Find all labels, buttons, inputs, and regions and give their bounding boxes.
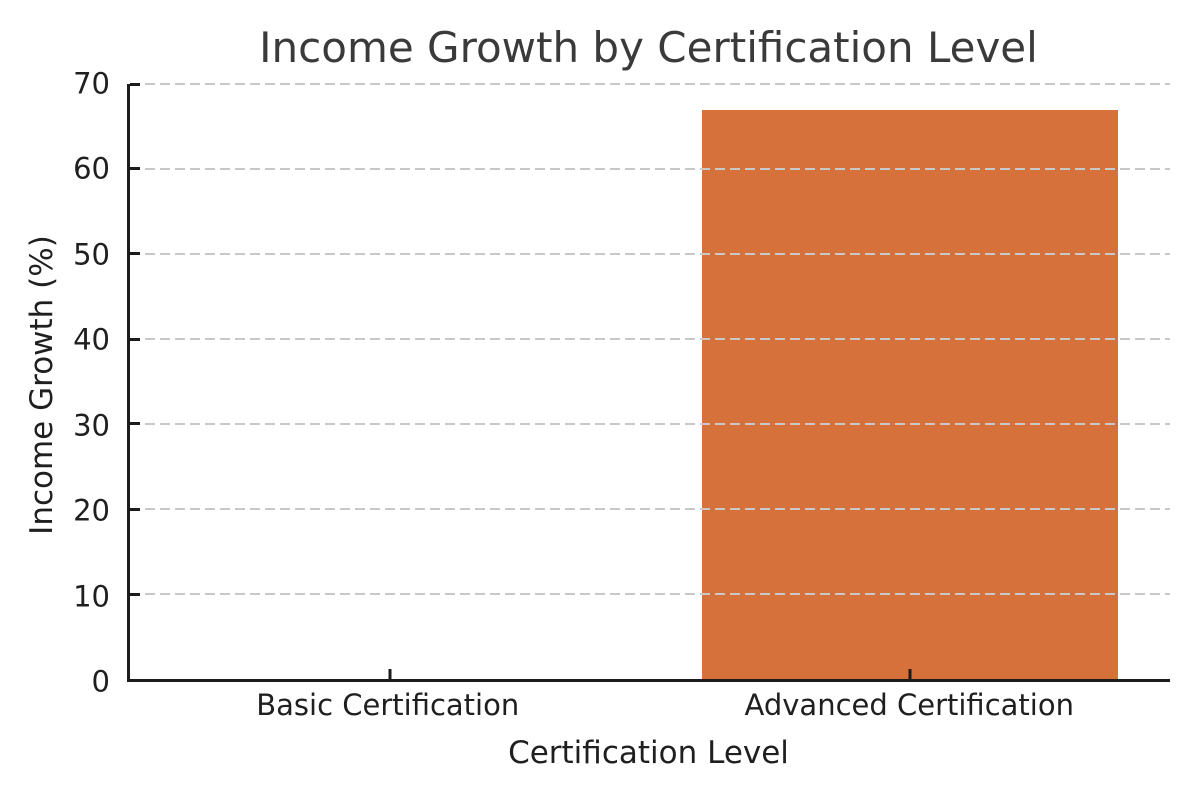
gridline-y-50 [130,252,1170,255]
y-tick-label: 10 [73,579,110,614]
x-axis-label: Certification Level [508,735,789,771]
chart-title: Income Growth by Certification Level [259,23,1038,72]
gridline-y-40 [130,338,1170,340]
x-tick-label: Advanced Certification [744,688,1074,722]
x-tick-labels: Basic Certification Advanced Certificatio… [127,688,1170,730]
y-tick-labels: 0 10 20 30 40 50 60 70 [0,69,110,696]
y-tick-label: 60 [73,151,110,186]
y-tick-mark [130,167,140,171]
plot-area [127,82,1170,682]
x-tick-mark [388,669,392,679]
gridline-y-30 [130,422,1170,425]
gridline-y-60 [130,167,1170,170]
y-tick-mark [130,592,140,596]
x-tick-label: Basic Certification [256,688,520,722]
y-tick-label: 20 [73,493,110,528]
y-tick-mark [130,422,140,426]
y-tick-label: 0 [91,664,110,699]
gridline-y-10 [130,593,1170,595]
gridline-y-20 [130,508,1170,510]
y-tick-label: 40 [73,322,110,357]
bar-advanced-certification [702,109,1118,679]
gridline-y-70 [130,83,1170,85]
y-tick-mark [130,252,140,256]
y-tick-label: 30 [73,408,110,443]
y-tick-mark [130,82,140,86]
x-tick-mark [908,669,912,679]
y-tick-mark [130,337,140,341]
y-tick-label: 70 [73,66,110,101]
y-tick-label: 50 [73,237,110,272]
y-tick-mark [130,507,140,511]
